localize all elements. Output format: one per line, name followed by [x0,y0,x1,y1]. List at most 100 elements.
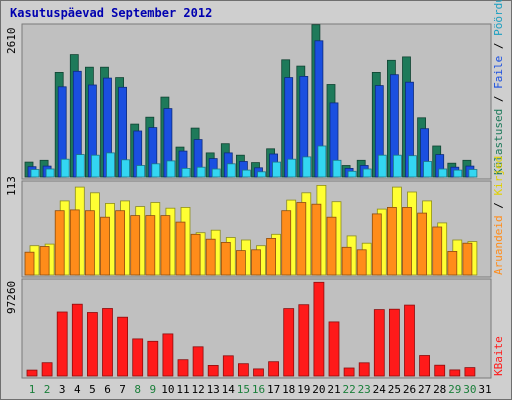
bar-middle-s1-day-15 [235,250,246,276]
bar-top-s2-day-29 [453,169,463,178]
bar-middle-s1-day-10 [160,215,171,276]
day-label-20: 20 [312,383,325,396]
bar-middle-s1-day-21 [326,216,337,276]
bar-bottom-day-18 [283,308,295,377]
bar-middle-s1-day-8 [130,215,141,276]
bar-top-s2-day-13 [211,168,221,178]
bar-bottom-day-12 [192,346,204,377]
bar-bottom-day-9 [147,340,159,377]
bar-top-s2-day-16 [257,171,266,178]
bar-middle-s1-day-12 [190,233,201,276]
day-label-24: 24 [373,383,387,396]
ymax-label-bottom: 97260 [5,281,18,314]
bars-top [24,24,478,178]
day-label-22: 22 [342,383,355,396]
day-label-17: 17 [267,383,280,396]
bar-bottom-day-11 [177,359,189,377]
ymax-label-top: 2610 [5,28,18,55]
bar-top-s2-day-3 [60,158,70,178]
bar-top-s2-day-28 [438,168,448,178]
legend-top-item-1: Faile [492,56,505,89]
bar-top-s2-day-10 [166,160,176,178]
day-label-2: 2 [44,383,51,396]
bar-middle-s1-day-28 [432,226,443,276]
day-label-13: 13 [207,383,220,396]
bar-bottom-day-14 [222,355,234,377]
day-label-1: 1 [29,383,36,396]
legend-top-item-0: Külastused [492,109,505,175]
bar-bottom-day-1 [26,369,38,377]
bar-bottom-day-26 [404,304,415,377]
bar-bottom-day-24 [373,309,385,377]
bar-top-s2-day-24 [377,154,387,178]
bar-top-s2-day-14 [226,163,236,178]
bar-bottom-day-13 [207,364,219,377]
bar-middle-s1-day-3 [54,210,65,276]
bar-bottom-day-10 [162,333,174,377]
bar-middle-s1-day-2 [39,246,50,276]
chart-title: Kasutuspäevad September 2012 [10,6,212,20]
day-label-21: 21 [327,383,340,396]
bar-middle-s1-day-5 [85,210,95,276]
bar-bottom-day-25 [388,308,400,377]
bar-middle-s1-day-23 [356,249,367,276]
legend-middle-item-1: Kirjed [492,156,505,196]
bar-bottom-day-6 [102,308,113,377]
bar-middle-s1-day-6 [100,216,110,276]
day-label-12: 12 [191,383,204,396]
bar-middle-s1-day-24 [371,213,382,276]
legend-top-item-2: Pöördumisi [492,0,505,36]
bar-top-s2-day-19 [302,156,312,178]
bars-bottom [26,281,476,377]
bars-middle [24,184,478,276]
bar-middle-s1-day-22 [341,246,352,276]
day-label-5: 5 [89,383,96,396]
bar-top-s2-day-2 [45,168,55,178]
bar-top-s2-day-5 [91,154,100,178]
bar-top-s2-day-7 [121,159,130,178]
bar-top-s2-day-18 [287,158,297,178]
bar-top-s2-day-23 [362,168,372,178]
bar-top-s2-day-12 [196,166,206,178]
bar-bottom-day-4 [71,303,83,377]
bar-bottom-day-8 [132,338,144,377]
bar-middle-s1-day-19 [296,202,307,276]
bar-top-s2-day-21 [332,159,342,178]
day-label-25: 25 [388,383,401,396]
day-label-8: 8 [134,383,141,396]
bar-middle-s1-day-18 [281,210,292,276]
bar-bottom-day-2 [41,362,53,377]
bar-top-s2-day-4 [75,154,85,178]
day-label-14: 14 [222,383,236,396]
bar-bottom-day-16 [253,368,264,377]
legend-middle-item-0: Aruandeid [492,215,505,275]
bar-bottom-day-3 [56,311,68,377]
bar-middle-s1-day-25 [386,206,397,276]
legend-bottom: KBaite [492,336,505,376]
day-label-31: 31 [478,383,491,396]
bar-middle-s1-day-17 [266,237,277,276]
day-label-16: 16 [252,383,265,396]
bar-top-s2-day-1 [30,169,40,178]
bar-middle-s1-day-7 [115,210,125,276]
day-label-18: 18 [282,383,295,396]
bar-top-s2-day-22 [347,170,357,178]
ymax-label-middle: 113 [5,176,18,196]
day-label-30: 30 [463,383,476,396]
bar-bottom-day-21 [328,321,340,377]
bar-bottom-day-19 [298,304,310,377]
bar-top-s2-day-6 [106,152,115,178]
bar-middle-s1-day-16 [251,249,261,276]
bar-bottom-day-20 [313,281,325,377]
day-label-10: 10 [161,383,174,396]
bar-middle-s1-day-26 [402,206,412,276]
bar-top-s2-day-20 [317,145,327,178]
day-label-19: 19 [297,383,310,396]
bar-middle-s1-day-11 [175,221,186,276]
day-label-6: 6 [104,383,111,396]
bar-top-s2-day-25 [392,154,402,178]
legend-middle: Aruandeid / Kirjed [492,156,505,275]
bar-middle-s1-day-14 [220,241,231,276]
day-label-4: 4 [74,383,81,396]
